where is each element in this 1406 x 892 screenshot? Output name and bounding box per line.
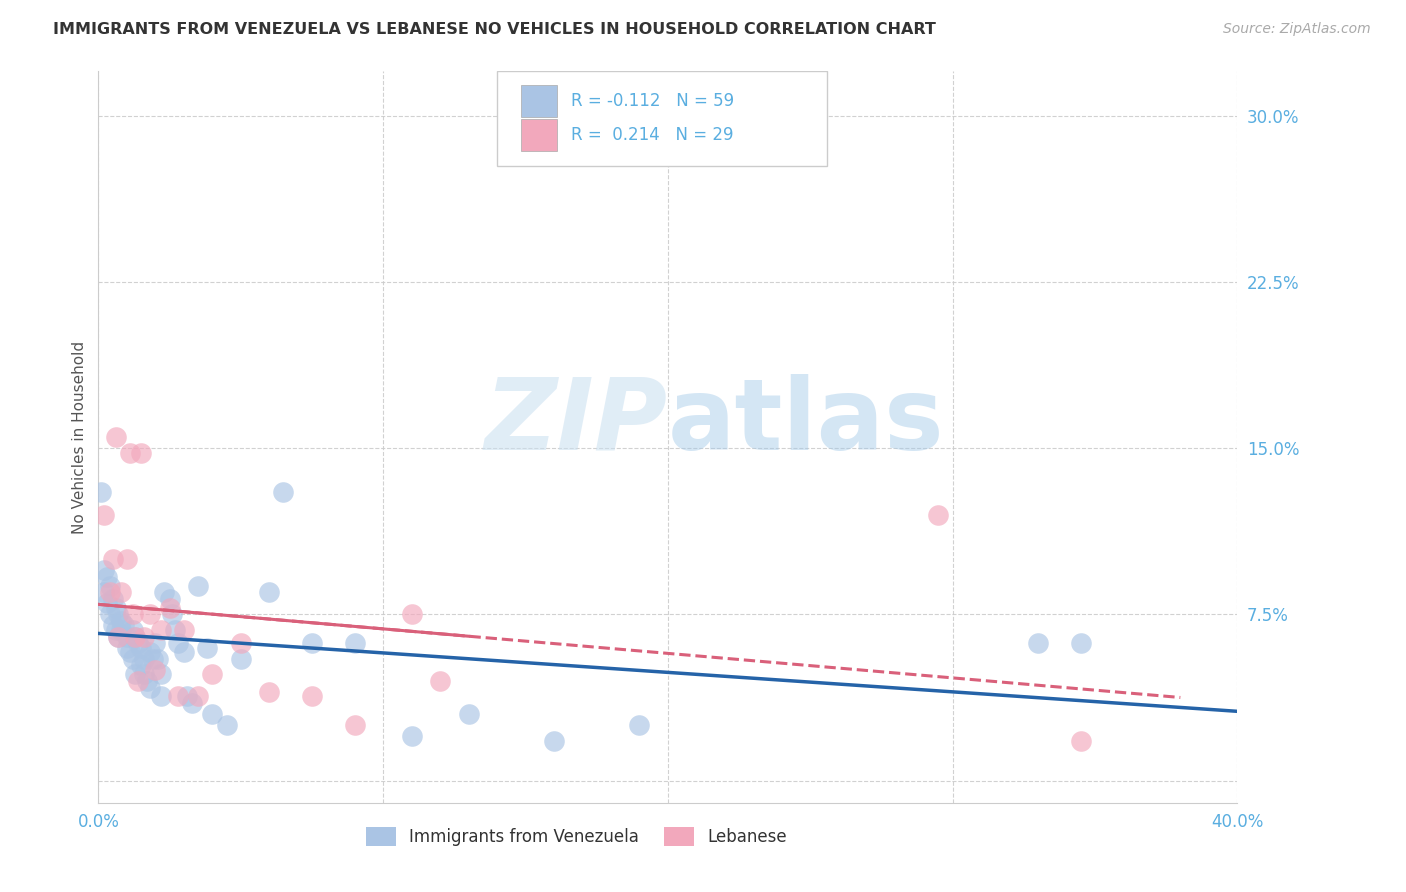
Point [104, 623, 127, 637]
Text: IMMIGRANTS FROM VENEZUELA VS LEBANESE NO VEHICLES IN HOUSEHOLD CORRELATION CHART: IMMIGRANTS FROM VENEZUELA VS LEBANESE NO… [53, 22, 936, 37]
Point [101, 618, 124, 632]
Text: R =  0.214   N = 29: R = 0.214 N = 29 [571, 126, 734, 144]
Text: atlas: atlas [668, 374, 945, 471]
Point [96, 596, 118, 610]
Point [115, 630, 138, 644]
Point [93, 563, 115, 577]
Point [104, 600, 127, 615]
Point [259, 685, 281, 699]
Point [101, 591, 124, 606]
Text: Source: ZipAtlas.com: Source: ZipAtlas.com [1223, 22, 1371, 37]
Point [628, 718, 651, 732]
Point [167, 690, 190, 704]
Point [107, 630, 129, 644]
Point [124, 630, 146, 644]
Point [153, 585, 176, 599]
Point [162, 607, 184, 622]
Point [165, 623, 187, 637]
Point [173, 623, 195, 637]
Point [138, 681, 160, 695]
Point [150, 690, 173, 704]
Point [159, 591, 181, 606]
Point [301, 636, 323, 650]
Point [201, 707, 224, 722]
Point [229, 636, 252, 650]
Point [1070, 733, 1092, 747]
Point [176, 690, 198, 704]
Point [1026, 636, 1049, 650]
Point [127, 636, 149, 650]
Y-axis label: No Vehicles in Household: No Vehicles in Household [72, 341, 87, 533]
Point [118, 445, 141, 459]
Point [173, 645, 195, 659]
Point [141, 651, 163, 665]
Point [93, 508, 115, 522]
Point [301, 690, 323, 704]
Text: R = -0.112   N = 59: R = -0.112 N = 59 [571, 93, 734, 111]
Point [343, 718, 366, 732]
Point [115, 552, 138, 566]
Point [401, 607, 423, 622]
Point [543, 733, 565, 747]
FancyBboxPatch shape [522, 119, 557, 151]
Point [132, 667, 155, 681]
Point [96, 570, 118, 584]
Point [138, 645, 160, 659]
Point [135, 673, 157, 688]
Point [201, 667, 224, 681]
Point [229, 651, 252, 665]
Text: ZIP: ZIP [485, 374, 668, 471]
Point [1070, 636, 1092, 650]
Point [121, 607, 143, 622]
Point [129, 658, 152, 673]
Point [259, 585, 281, 599]
Point [107, 630, 129, 644]
Point [107, 607, 129, 622]
Point [343, 636, 366, 650]
Point [132, 651, 155, 665]
Legend: Immigrants from Venezuela, Lebanese: Immigrants from Venezuela, Lebanese [360, 821, 794, 853]
Point [187, 578, 209, 592]
Point [145, 663, 167, 677]
Point [273, 485, 295, 500]
Point [457, 707, 479, 722]
Point [124, 630, 146, 644]
Point [121, 651, 143, 665]
Point [112, 618, 135, 632]
Point [124, 667, 146, 681]
Point [150, 623, 173, 637]
Point [159, 600, 181, 615]
Point [93, 585, 115, 599]
Point [150, 667, 173, 681]
Point [110, 585, 132, 599]
Point [110, 614, 132, 628]
Point [927, 508, 949, 522]
FancyBboxPatch shape [498, 71, 827, 167]
Point [167, 636, 190, 650]
Point [401, 729, 423, 743]
Point [98, 585, 121, 599]
Point [121, 623, 143, 637]
Point [98, 578, 121, 592]
Point [115, 640, 138, 655]
Point [215, 718, 238, 732]
Point [98, 607, 121, 622]
Point [101, 552, 124, 566]
FancyBboxPatch shape [522, 86, 557, 118]
Point [429, 673, 451, 688]
Point [129, 640, 152, 655]
Point [129, 445, 152, 459]
Point [132, 630, 155, 644]
Point [90, 485, 112, 500]
Point [110, 623, 132, 637]
Point [195, 640, 218, 655]
Point [127, 673, 149, 688]
Point [138, 607, 160, 622]
Point [104, 430, 127, 444]
Point [181, 696, 204, 710]
Point [145, 636, 167, 650]
Point [187, 690, 209, 704]
Point [118, 645, 141, 659]
Point [148, 651, 170, 665]
